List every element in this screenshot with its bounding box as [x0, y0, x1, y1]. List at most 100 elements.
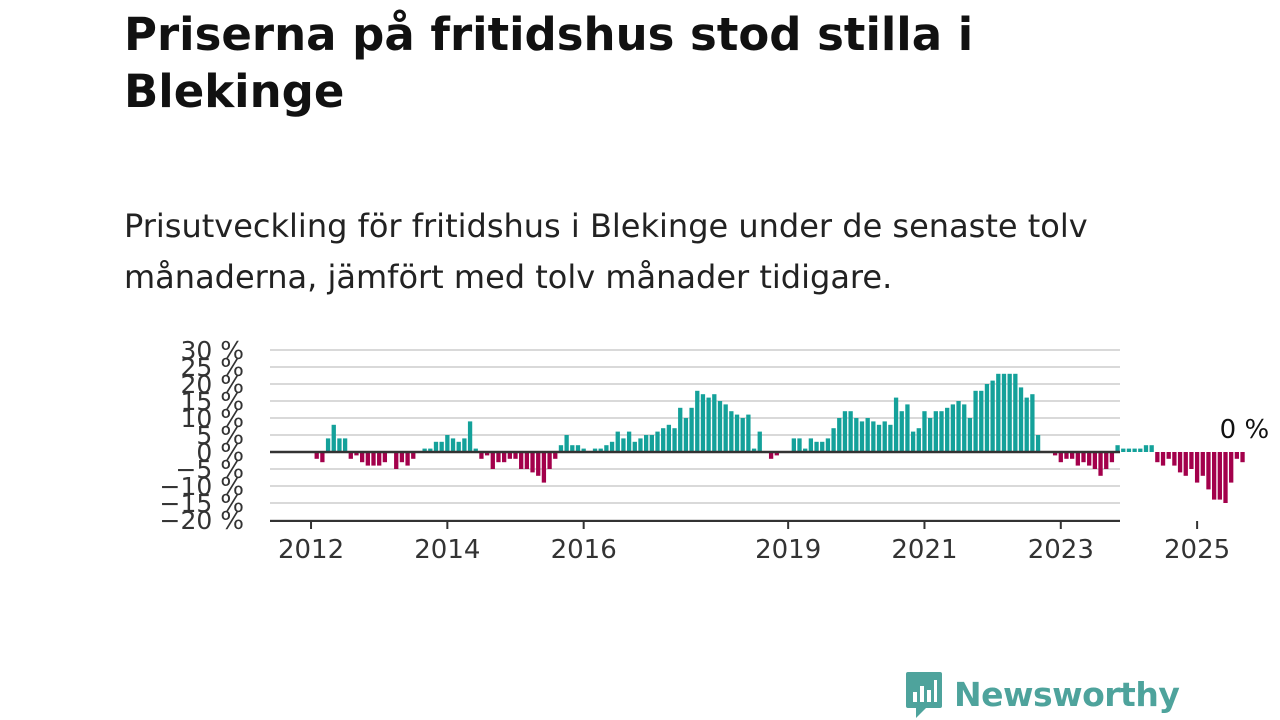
bar — [774, 452, 779, 456]
bar — [382, 452, 388, 463]
bar — [632, 441, 637, 452]
bar — [348, 452, 353, 459]
y-tick-label: 5 % — [196, 421, 244, 450]
bar — [564, 435, 569, 452]
bar — [399, 452, 405, 463]
bar — [354, 452, 359, 456]
bar — [1217, 452, 1222, 500]
bar — [1030, 394, 1035, 452]
bar — [922, 411, 927, 452]
bar — [848, 411, 853, 452]
bar — [882, 421, 887, 452]
brand-name: Newsworthy — [954, 674, 1180, 714]
bar — [422, 448, 427, 452]
bar — [956, 401, 961, 452]
bar — [820, 441, 825, 452]
bar — [768, 452, 774, 459]
bar — [1143, 445, 1149, 452]
bar — [689, 407, 694, 452]
bar — [360, 452, 365, 463]
bar — [1183, 452, 1188, 476]
y-tick-label: −10 % — [160, 472, 244, 501]
bar — [615, 431, 620, 452]
bar — [439, 441, 444, 452]
bar — [803, 448, 808, 452]
bar — [666, 424, 672, 452]
bar — [712, 394, 717, 452]
bar — [962, 404, 967, 452]
y-axis-ticks: −20 %−15 %−10 %−5 %0 %5 %10 %15 %20 %25 … — [160, 336, 244, 535]
bar — [428, 448, 433, 452]
bar — [1206, 452, 1211, 490]
newsworthy-logo: Newsworthy — [902, 668, 1180, 720]
bar — [899, 411, 904, 452]
bar — [945, 407, 950, 452]
bar — [678, 407, 683, 452]
bar — [575, 445, 581, 452]
bar — [683, 418, 689, 452]
bar — [893, 397, 899, 452]
bar — [490, 452, 495, 469]
bar — [1109, 452, 1115, 463]
bar — [337, 438, 342, 452]
bar — [655, 431, 660, 452]
bar — [1001, 373, 1007, 452]
bar — [536, 452, 541, 476]
bar — [1024, 397, 1029, 452]
bar — [1166, 452, 1171, 459]
x-tick-label: 2025 — [1164, 535, 1230, 565]
bar — [910, 431, 916, 452]
bar — [973, 390, 978, 452]
bar — [1070, 452, 1075, 459]
bar — [433, 441, 439, 452]
bar — [746, 414, 751, 452]
bar — [507, 452, 512, 459]
bar — [700, 394, 706, 452]
bar — [1058, 452, 1063, 463]
x-tick-label: 2014 — [414, 535, 480, 565]
bar — [1177, 452, 1183, 473]
bar — [865, 418, 870, 452]
bar — [530, 452, 535, 473]
bar — [456, 441, 461, 452]
chart-subtitle: Prisutveckling för fritidshus i Blekinge… — [124, 207, 1088, 296]
bar — [405, 452, 410, 466]
bar — [967, 418, 973, 452]
bar — [325, 438, 331, 452]
bar — [1189, 452, 1194, 469]
bar — [825, 438, 831, 452]
bars — [314, 373, 1245, 503]
bar — [524, 452, 530, 469]
bar — [1104, 452, 1109, 469]
x-tick-label: 2019 — [755, 535, 821, 565]
bar — [570, 445, 575, 452]
bar — [547, 452, 552, 469]
bar — [740, 418, 745, 452]
bar — [1007, 373, 1012, 452]
bar — [377, 452, 382, 466]
bar — [342, 438, 348, 452]
bar-chart: −20 %−15 %−10 %−5 %0 %5 %10 %15 %20 %25 … — [160, 336, 1270, 565]
bar — [1229, 452, 1234, 483]
y-tick-label: 10 % — [180, 404, 244, 433]
bar — [791, 438, 796, 452]
grid-lines — [270, 349, 1120, 521]
bar — [734, 414, 740, 452]
bar — [371, 452, 376, 466]
bar — [757, 431, 762, 452]
bar — [706, 397, 711, 452]
bar — [644, 435, 649, 452]
bar — [581, 448, 586, 452]
bar — [797, 438, 802, 452]
y-tick-label: −15 % — [160, 489, 244, 518]
bar — [1200, 452, 1205, 476]
bar — [814, 441, 819, 452]
bar — [1064, 452, 1069, 459]
bar — [473, 448, 478, 452]
bar — [541, 452, 547, 483]
bar — [1212, 452, 1217, 500]
bar — [1018, 387, 1024, 452]
bar — [502, 452, 507, 463]
y-tick-label: −5 % — [175, 455, 244, 484]
bar — [939, 411, 944, 452]
